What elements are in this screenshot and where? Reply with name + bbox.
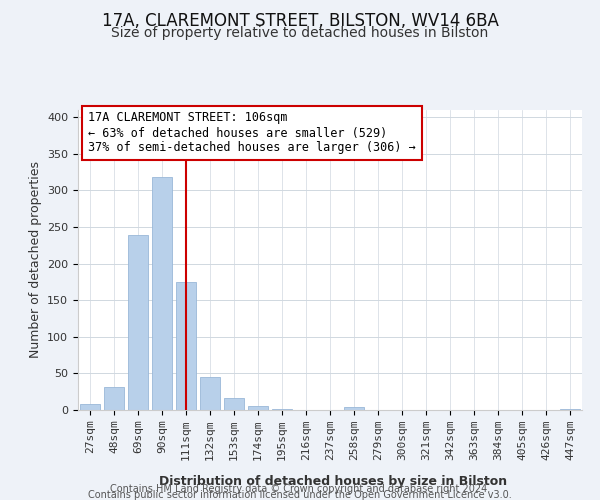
Bar bbox=[152, 178, 172, 410]
Bar bbox=[200, 377, 220, 410]
Text: Size of property relative to detached houses in Bilston: Size of property relative to detached ho… bbox=[112, 26, 488, 40]
Bar bbox=[176, 282, 196, 410]
Y-axis label: Number of detached properties: Number of detached properties bbox=[29, 162, 41, 358]
Bar bbox=[248, 406, 268, 410]
Text: Contains HM Land Registry data © Crown copyright and database right 2024.: Contains HM Land Registry data © Crown c… bbox=[110, 484, 490, 494]
Text: 17A, CLAREMONT STREET, BILSTON, WV14 6BA: 17A, CLAREMONT STREET, BILSTON, WV14 6BA bbox=[101, 12, 499, 30]
Text: Contains public sector information licensed under the Open Government Licence v3: Contains public sector information licen… bbox=[88, 490, 512, 500]
Bar bbox=[128, 235, 148, 410]
Text: Distribution of detached houses by size in Bilston: Distribution of detached houses by size … bbox=[159, 474, 507, 488]
Bar bbox=[224, 398, 244, 410]
Bar bbox=[344, 407, 364, 410]
Bar bbox=[560, 408, 580, 410]
Bar bbox=[80, 404, 100, 410]
Bar bbox=[104, 386, 124, 410]
Text: 17A CLAREMONT STREET: 106sqm
← 63% of detached houses are smaller (529)
37% of s: 17A CLAREMONT STREET: 106sqm ← 63% of de… bbox=[88, 112, 416, 154]
